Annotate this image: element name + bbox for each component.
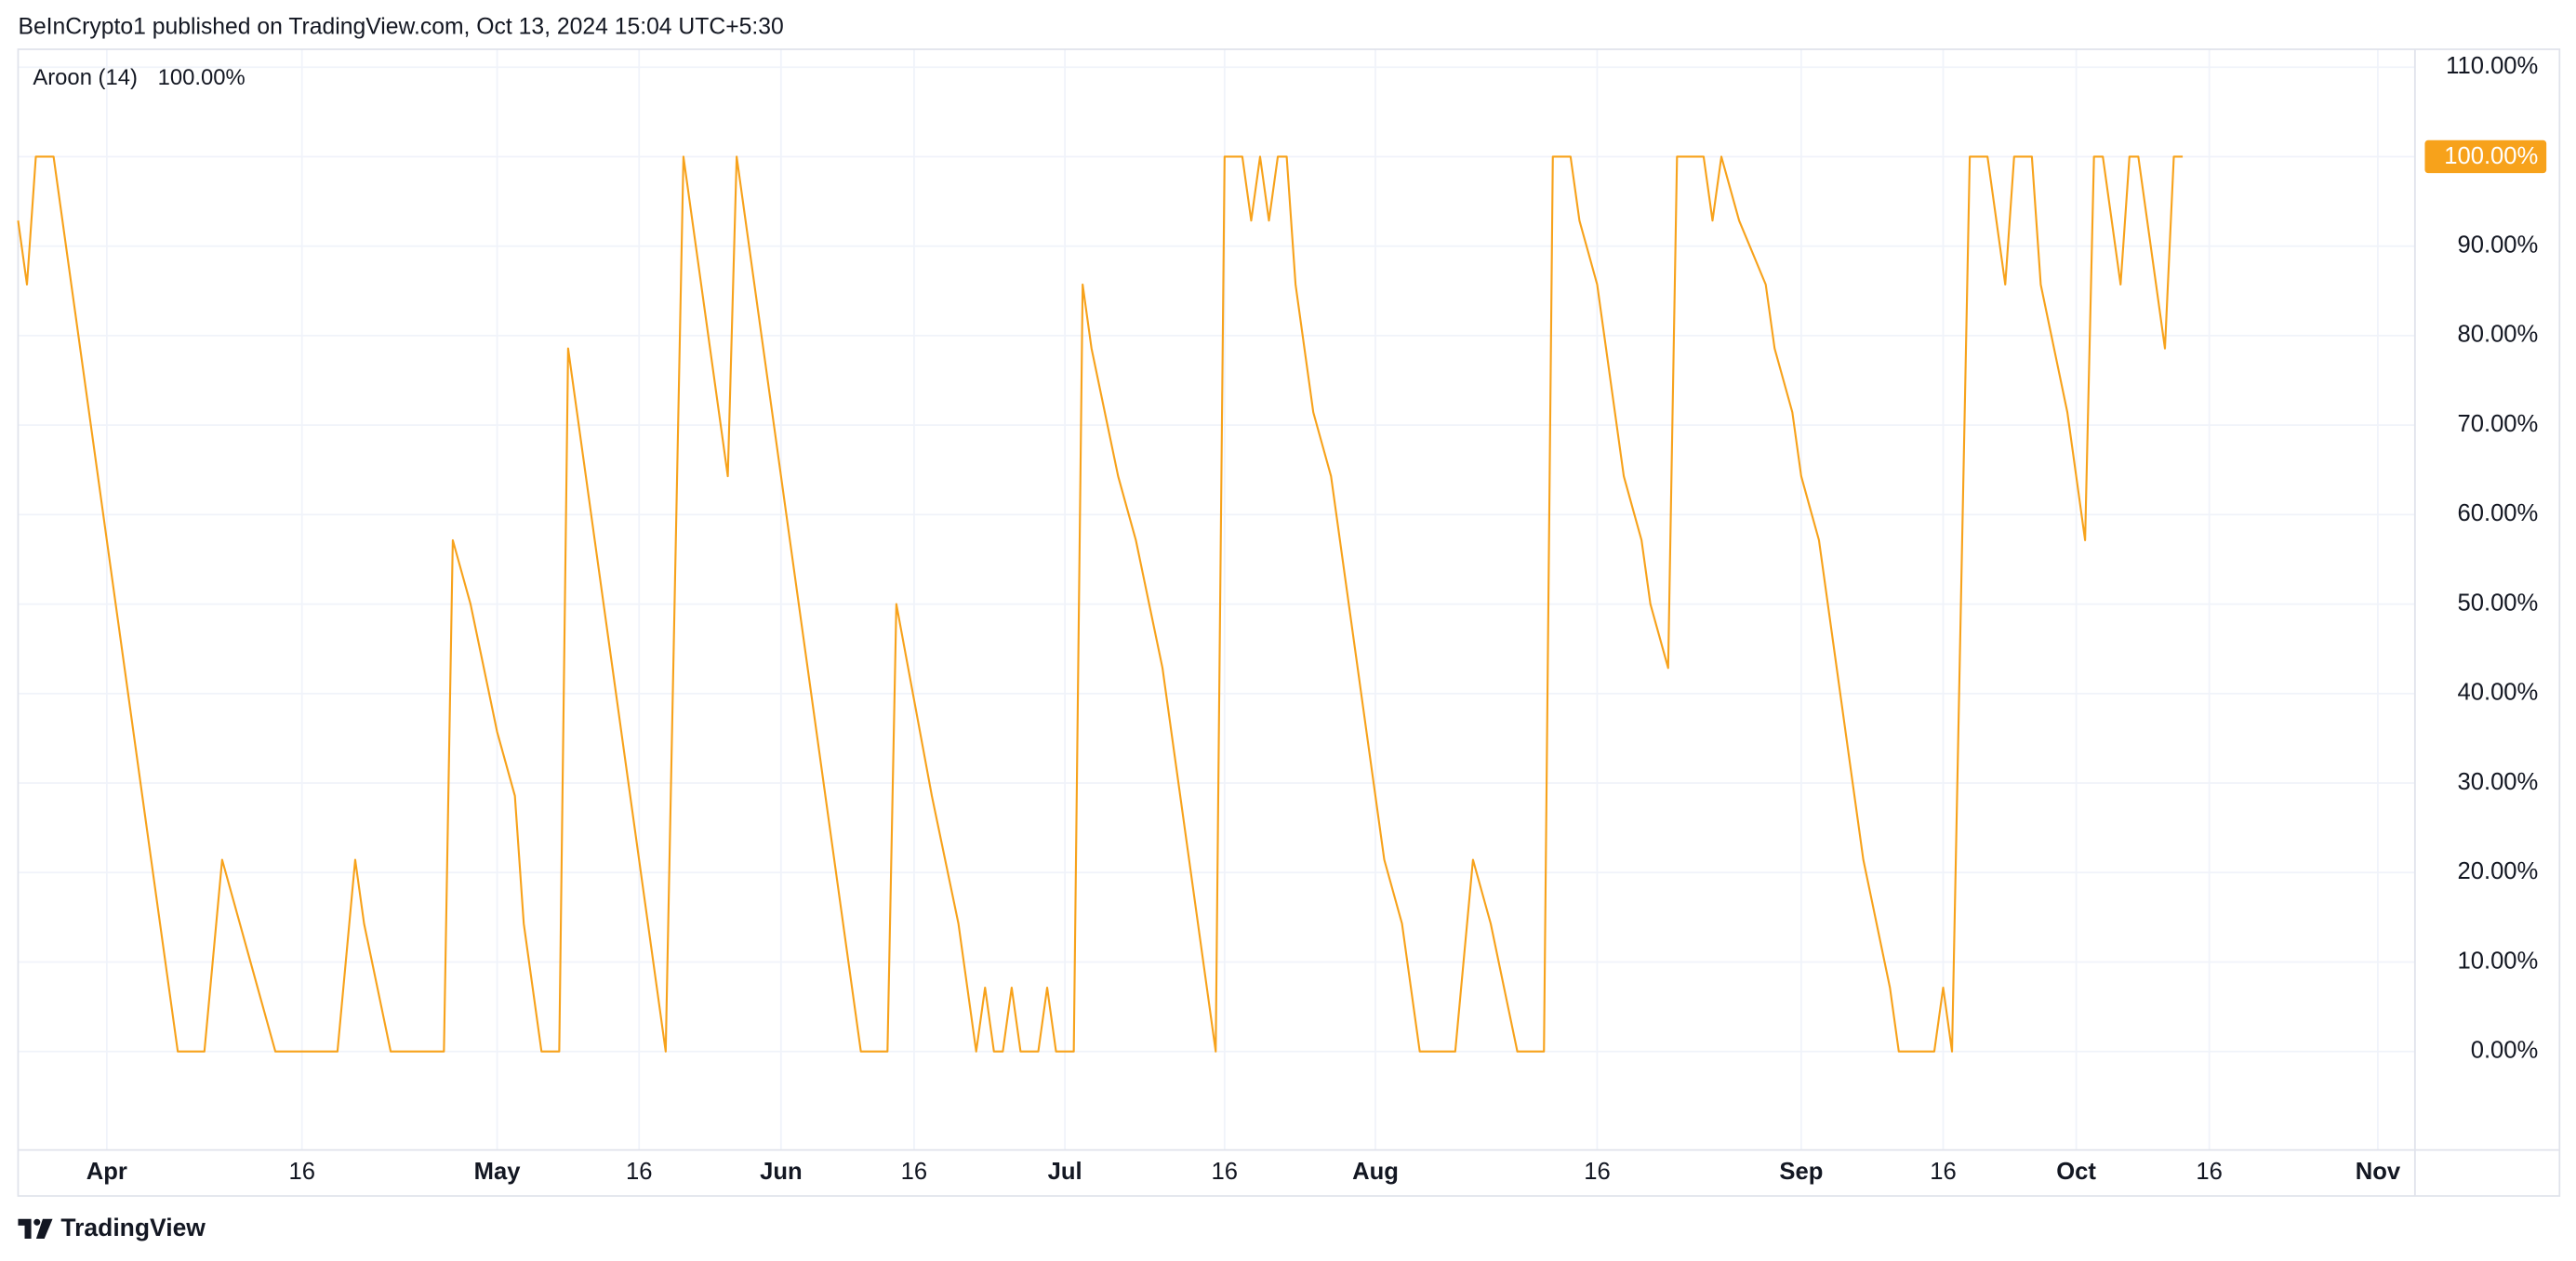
x-tick-label: Apr <box>86 1159 127 1185</box>
legend-value: 100.00% <box>158 65 246 90</box>
y-tick-label: 0.00% <box>2471 1037 2539 1063</box>
y-tick-label: 40.00% <box>2457 680 2538 706</box>
last-value-badge <box>2424 139 2547 174</box>
y-tick-label: 60.00% <box>2457 500 2538 526</box>
x-tick-label: 16 <box>1212 1159 1239 1185</box>
x-tick-label: Jun <box>760 1159 803 1185</box>
x-tick-label: Nov <box>2356 1159 2401 1185</box>
aroon-line <box>17 155 2184 1053</box>
logo-part <box>33 1218 41 1226</box>
x-tick-label: Aug <box>1352 1159 1399 1185</box>
x-tick-label: 16 <box>626 1159 653 1185</box>
y-tick-label: 110.00% <box>2446 53 2538 79</box>
x-tick-label: Jul <box>1048 1159 1082 1185</box>
y-tick-label: 10.00% <box>2457 948 2538 974</box>
logo-part <box>35 1218 53 1239</box>
header: BeInCrypto1 published on TradingView.com… <box>18 15 783 40</box>
y-tick-label: 90.00% <box>2457 232 2538 258</box>
x-tick-label: May <box>474 1159 522 1185</box>
x-tick-label: 16 <box>2196 1159 2223 1185</box>
y-tick-label: 50.00% <box>2457 590 2538 616</box>
x-tick-label: 16 <box>288 1159 314 1185</box>
y-tick-label: 70.00% <box>2457 411 2538 437</box>
frame <box>17 48 2561 1197</box>
x-tick-label: 16 <box>901 1159 928 1185</box>
legend-name: Aroon (14) <box>33 65 138 90</box>
y-tick-label: 20.00% <box>2457 858 2538 884</box>
x-tick-label: Sep <box>1779 1159 1823 1185</box>
x-tick-label: Oct <box>2056 1159 2096 1185</box>
last-value-label: 100.00% <box>2444 143 2538 169</box>
logo-part <box>18 1218 32 1239</box>
y-tick-label: 30.00% <box>2457 769 2538 795</box>
y-tick-label: 80.00% <box>2457 322 2538 348</box>
brand: TradingView <box>60 1214 206 1241</box>
x-tick-label: 16 <box>1930 1159 1957 1185</box>
x-tick-label: 16 <box>1584 1159 1611 1185</box>
brand-logo <box>18 1218 53 1239</box>
